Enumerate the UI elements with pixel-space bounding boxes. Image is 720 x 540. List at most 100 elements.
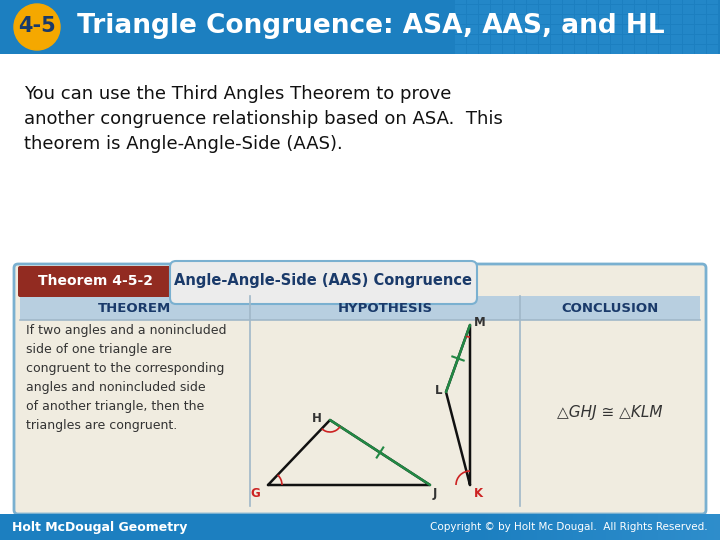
- Bar: [496, 514, 497, 540]
- Bar: [659, 15, 670, 24]
- Bar: [590, 514, 591, 540]
- Bar: [647, 45, 658, 54]
- Text: 4-5: 4-5: [18, 16, 56, 36]
- Bar: [665, 514, 666, 540]
- Bar: [503, 0, 514, 4]
- Bar: [513, 514, 514, 540]
- Bar: [695, 15, 706, 24]
- Bar: [481, 514, 482, 540]
- Bar: [710, 514, 711, 540]
- Bar: [503, 15, 514, 24]
- Bar: [517, 514, 518, 540]
- Text: If two angles and a nonincluded
side of one triangle are
congruent to the corres: If two angles and a nonincluded side of …: [26, 324, 227, 432]
- Bar: [480, 514, 481, 540]
- Bar: [479, 45, 490, 54]
- Bar: [504, 514, 505, 540]
- Bar: [503, 514, 504, 540]
- Bar: [671, 5, 682, 14]
- Bar: [625, 514, 626, 540]
- Bar: [686, 514, 687, 540]
- Bar: [683, 45, 694, 54]
- Bar: [575, 35, 586, 44]
- Bar: [515, 35, 526, 44]
- Bar: [695, 5, 706, 14]
- Bar: [633, 514, 634, 540]
- Text: HYPOTHESIS: HYPOTHESIS: [338, 301, 433, 314]
- Bar: [507, 514, 508, 540]
- Bar: [0, 514, 720, 540]
- Bar: [455, 35, 466, 44]
- Bar: [522, 514, 523, 540]
- Bar: [635, 15, 646, 24]
- Bar: [685, 514, 686, 540]
- Bar: [527, 0, 538, 4]
- Bar: [683, 15, 694, 24]
- Bar: [565, 514, 566, 540]
- Bar: [561, 514, 562, 540]
- Bar: [467, 45, 478, 54]
- Bar: [623, 25, 634, 34]
- Bar: [696, 514, 697, 540]
- Bar: [599, 514, 600, 540]
- Bar: [515, 0, 526, 4]
- Bar: [703, 514, 704, 540]
- Bar: [483, 514, 484, 540]
- Bar: [663, 514, 664, 540]
- Text: J: J: [433, 487, 437, 500]
- Text: △GHJ ≅ △KLM: △GHJ ≅ △KLM: [557, 406, 662, 421]
- Bar: [540, 514, 541, 540]
- Bar: [553, 514, 554, 540]
- Bar: [659, 0, 670, 4]
- Bar: [611, 25, 622, 34]
- Bar: [671, 0, 682, 4]
- FancyBboxPatch shape: [18, 266, 172, 297]
- Bar: [611, 35, 622, 44]
- Bar: [586, 514, 587, 540]
- Bar: [581, 514, 582, 540]
- Bar: [654, 514, 655, 540]
- Bar: [667, 514, 668, 540]
- Bar: [628, 514, 629, 540]
- Bar: [575, 0, 586, 4]
- Bar: [664, 514, 665, 540]
- Bar: [596, 514, 597, 540]
- Text: Triangle Congruence: ASA, AAS, and HL: Triangle Congruence: ASA, AAS, and HL: [68, 13, 665, 39]
- Bar: [562, 514, 563, 540]
- Bar: [657, 514, 658, 540]
- Bar: [662, 514, 663, 540]
- Bar: [707, 35, 718, 44]
- Bar: [641, 514, 642, 540]
- Bar: [646, 514, 647, 540]
- Bar: [682, 514, 683, 540]
- Bar: [529, 514, 530, 540]
- Bar: [0, 0, 720, 54]
- Bar: [635, 0, 646, 4]
- Bar: [624, 514, 625, 540]
- Bar: [677, 514, 678, 540]
- Bar: [563, 25, 574, 34]
- Bar: [455, 25, 466, 34]
- Bar: [547, 514, 548, 540]
- Bar: [690, 514, 691, 540]
- Bar: [498, 514, 499, 540]
- Bar: [552, 514, 553, 540]
- Bar: [497, 514, 498, 540]
- Bar: [527, 15, 538, 24]
- Bar: [585, 514, 586, 540]
- Bar: [503, 35, 514, 44]
- Bar: [638, 514, 639, 540]
- Bar: [551, 0, 562, 4]
- Bar: [545, 514, 546, 540]
- Bar: [683, 0, 694, 4]
- Bar: [473, 514, 474, 540]
- Bar: [601, 514, 602, 540]
- Bar: [587, 25, 598, 34]
- Bar: [478, 514, 479, 540]
- Bar: [709, 514, 710, 540]
- Bar: [528, 514, 529, 540]
- Bar: [692, 514, 693, 540]
- Bar: [551, 514, 552, 540]
- Bar: [527, 25, 538, 34]
- Bar: [578, 514, 579, 540]
- Bar: [683, 514, 684, 540]
